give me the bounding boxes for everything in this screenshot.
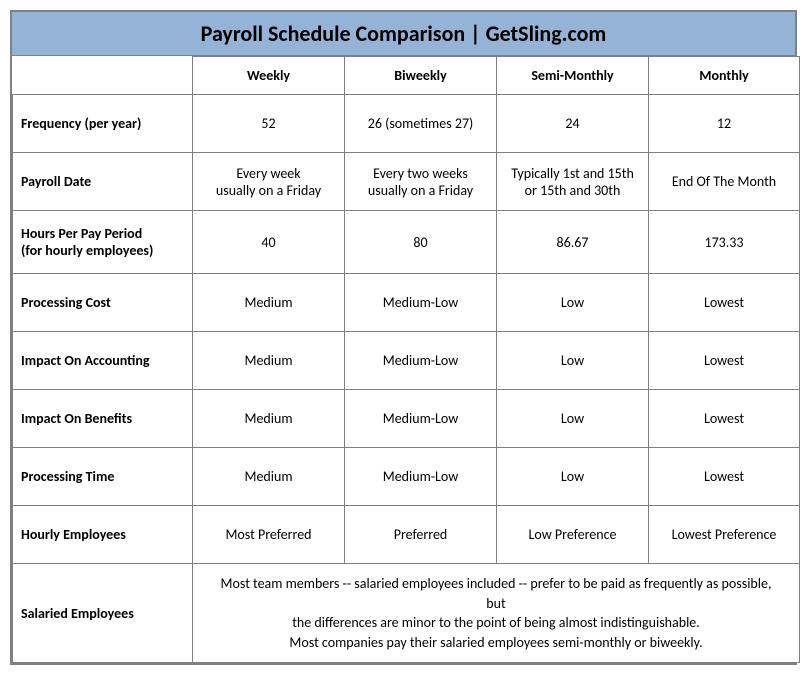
table-cell: 80 [345,211,497,274]
table-row: Hours Per Pay Period(for hourly employee… [13,211,800,274]
table-cell: Low [497,390,649,448]
row-label: Hourly Employees [13,506,193,564]
table-cell: Low [497,332,649,390]
table-row: Processing TimeMediumMedium-LowLowLowest [13,448,800,506]
table-body: Frequency (per year)5226 (sometimes 27)2… [13,95,800,663]
table-title: Payroll Schedule Comparison | GetSling.c… [12,12,795,56]
table-cell: Low [497,274,649,332]
table-cell: Preferred [345,506,497,564]
table-row: Impact On AccountingMediumMedium-LowLowL… [13,332,800,390]
table-row: Payroll DateEvery weekusually on a Frida… [13,153,800,211]
table-cell: 86.67 [497,211,649,274]
table-row: Impact On BenefitsMediumMedium-LowLowLow… [13,390,800,448]
table-cell: Lowest [649,332,800,390]
table-cell: Lowest [649,448,800,506]
table-cell: 173.33 [649,211,800,274]
comparison-table-container: Payroll Schedule Comparison | GetSling.c… [10,10,797,665]
col-monthly: Monthly [649,57,800,95]
table-cell: Lowest [649,390,800,448]
table-cell: Medium [193,448,345,506]
row-label: Hours Per Pay Period(for hourly employee… [13,211,193,274]
table-row-footer: Salaried EmployeesMost team members -- s… [13,564,800,663]
table-cell: 24 [497,95,649,153]
table-cell: 26 (sometimes 27) [345,95,497,153]
table-cell: Medium-Low [345,274,497,332]
table-row: Processing CostMediumMedium-LowLowLowest [13,274,800,332]
table-row: Frequency (per year)5226 (sometimes 27)2… [13,95,800,153]
table-cell: Most Preferred [193,506,345,564]
row-label: Payroll Date [13,153,193,211]
table-cell: Medium-Low [345,448,497,506]
row-label: Salaried Employees [13,564,193,663]
col-biweekly: Biweekly [345,57,497,95]
table-cell: Typically 1st and 15thor 15th and 30th [497,153,649,211]
table-cell: 52 [193,95,345,153]
column-header-row: Weekly Biweekly Semi-Monthly Monthly [13,57,800,95]
row-label: Processing Cost [13,274,193,332]
row-label: Processing Time [13,448,193,506]
row-label: Impact On Accounting [13,332,193,390]
table-cell: Medium [193,332,345,390]
table-cell: Every weekusually on a Friday [193,153,345,211]
table-row: Hourly EmployeesMost PreferredPreferredL… [13,506,800,564]
comparison-table: Weekly Biweekly Semi-Monthly Monthly Fre… [12,56,800,663]
table-cell: Medium [193,390,345,448]
table-cell: 40 [193,211,345,274]
table-cell: Every two weeksusually on a Friday [345,153,497,211]
table-cell: Low [497,448,649,506]
merged-cell-salaried: Most team members -- salaried employees … [193,564,800,663]
table-cell: Medium-Low [345,390,497,448]
row-label: Frequency (per year) [13,95,193,153]
row-label: Impact On Benefits [13,390,193,448]
table-cell: Lowest Preference [649,506,800,564]
table-cell: 12 [649,95,800,153]
table-cell: Medium-Low [345,332,497,390]
col-semimonthly: Semi-Monthly [497,57,649,95]
table-cell: Medium [193,274,345,332]
table-cell: Low Preference [497,506,649,564]
header-spacer [13,57,193,95]
col-weekly: Weekly [193,57,345,95]
table-cell: Lowest [649,274,800,332]
table-cell: End Of The Month [649,153,800,211]
